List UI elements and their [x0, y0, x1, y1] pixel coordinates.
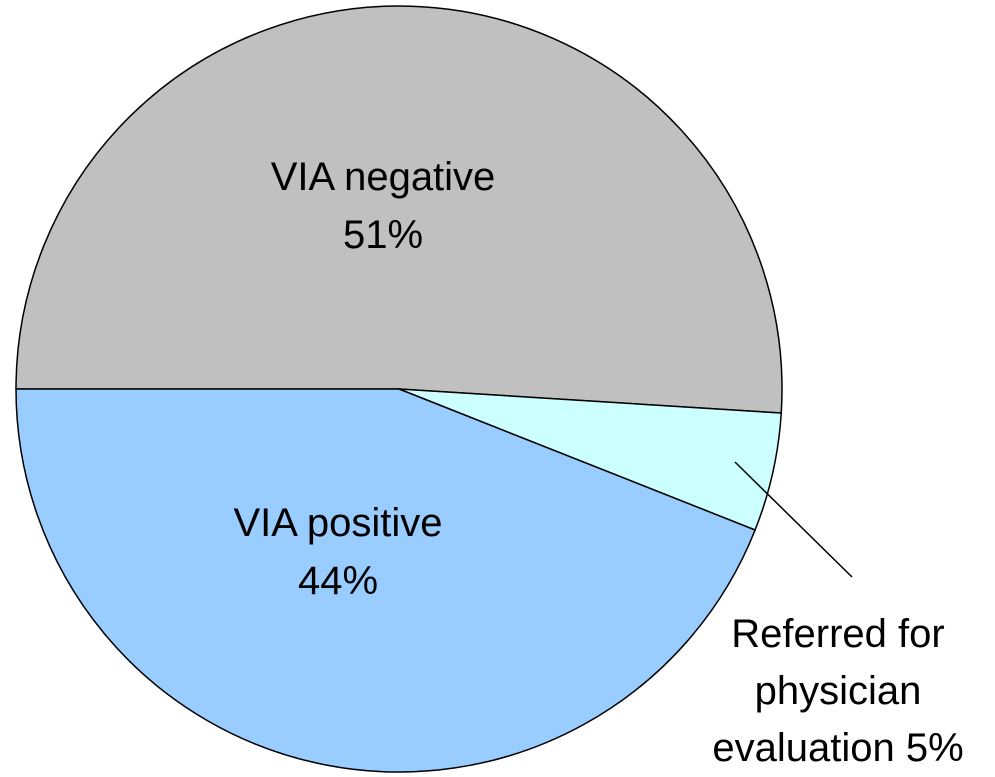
pie-slice	[15, 388, 757, 773]
category-label: VIA negative	[270, 155, 496, 199]
category-label: VIA positive	[233, 501, 443, 545]
leader-line	[734, 461, 853, 578]
value-label: 5%	[905, 726, 964, 770]
data-label: Referred for physician evaluation 5%	[700, 606, 976, 777]
data-label: VIA negative 51%	[271, 148, 496, 264]
data-label: VIA positive 44%	[233, 494, 442, 610]
value-label: 51%	[342, 213, 424, 257]
value-label: 44%	[297, 559, 379, 603]
category-label: Referred for physician evaluation	[712, 612, 945, 770]
pie-slice	[15, 5, 783, 414]
